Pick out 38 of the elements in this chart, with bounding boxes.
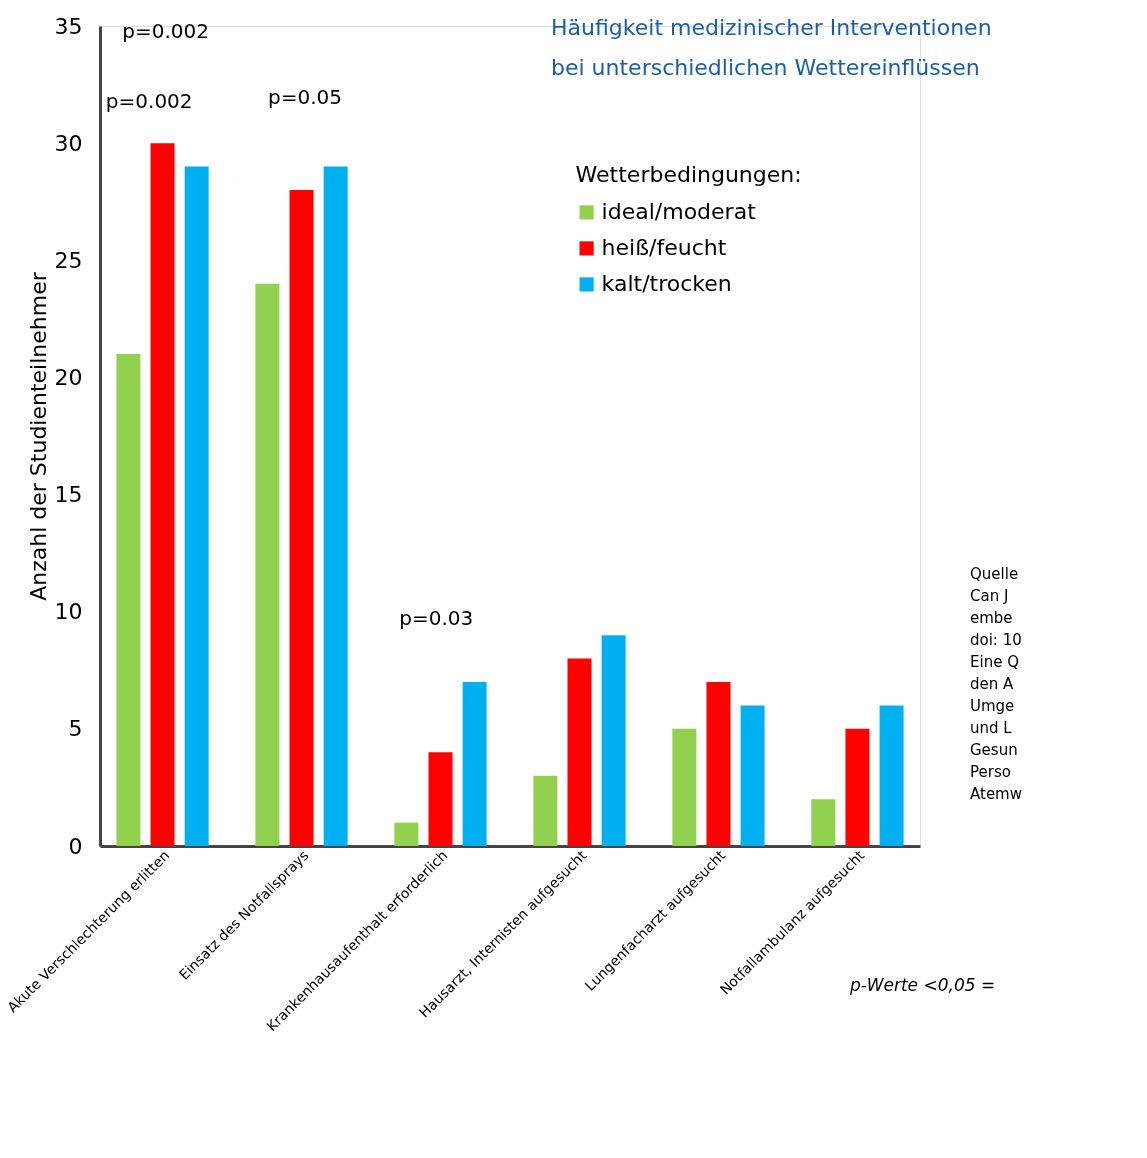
y-tick-label: 0 (68, 833, 83, 859)
annotation: p=0.05 (268, 85, 342, 109)
bar (740, 705, 765, 846)
bar (879, 705, 904, 846)
y-tick-label: 5 (68, 716, 83, 742)
bar (845, 728, 870, 846)
bar (706, 682, 731, 846)
legend-title: Wetterbedingungen: (575, 162, 802, 188)
bar (323, 166, 348, 846)
chart-title: Häufigkeit medizinischer Interventionen bei unterschiedlichen Wettereinflüssen (551, 15, 992, 80)
text: p-Werte <0,05 = (849, 975, 996, 995)
legend-label: ideal/moderat (601, 199, 757, 225)
bar (150, 143, 175, 846)
annotation: p=0.002 (105, 89, 193, 114)
text: Quelle Can J embe doi: 10 Eine Q den A Umge und L Gesun Perso Atemw (970, 565, 1022, 804)
bar (462, 682, 487, 846)
bar (533, 775, 558, 846)
bar (394, 822, 419, 846)
y-tick-label: 20 (54, 364, 83, 390)
bar (289, 190, 314, 846)
bar (116, 354, 141, 846)
y-tick-label: 15 (54, 482, 83, 508)
bar (255, 283, 280, 846)
bar (428, 752, 453, 846)
y-tick-label: 35 (54, 13, 83, 39)
legend-label: heiß/feucht (601, 235, 727, 261)
legend-label: kalt/trocken (601, 271, 732, 297)
y-tick-label: 30 (54, 130, 83, 156)
y-tick-label: 10 (54, 599, 83, 625)
y-tick-label: 25 (54, 247, 83, 273)
bar (567, 658, 592, 846)
annotation: p=0.03 (399, 605, 474, 630)
y-axis-title: Anzahl der Studienteilnehmer (25, 271, 51, 601)
bar (672, 728, 697, 846)
bar (601, 635, 626, 846)
bar (184, 166, 209, 846)
annotation: p=0.002 (122, 19, 209, 44)
bar (811, 799, 836, 846)
